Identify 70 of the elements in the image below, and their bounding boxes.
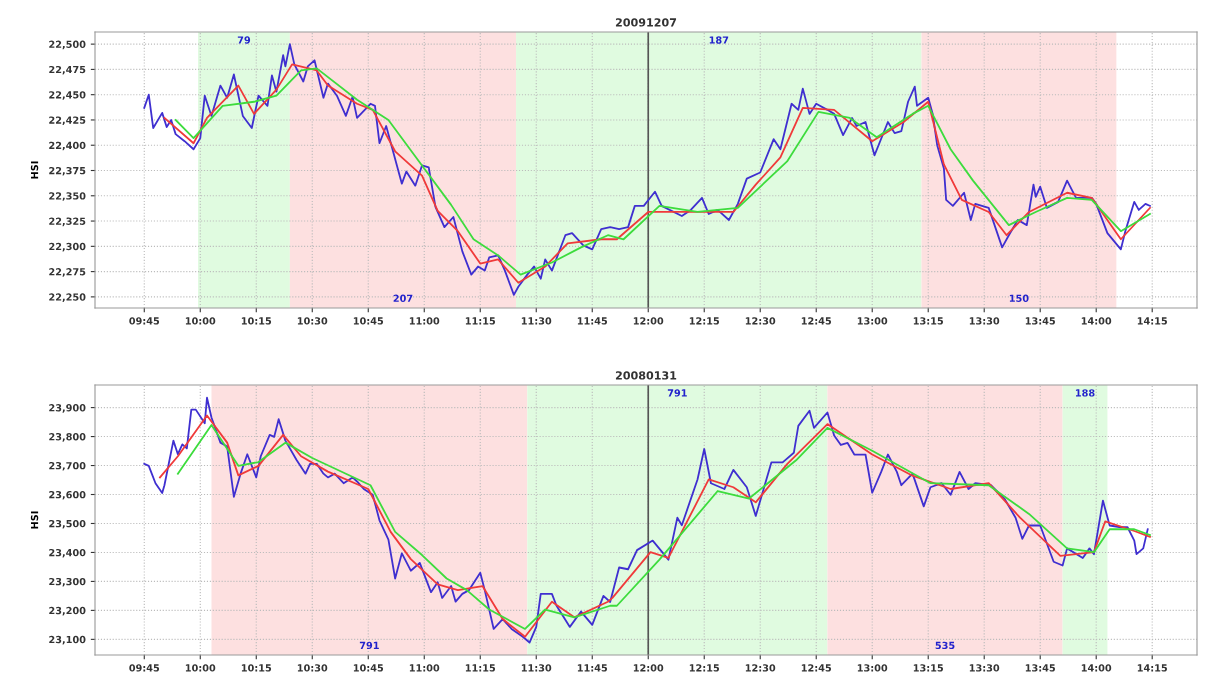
x-tick-label: 13:30 [969, 664, 1000, 672]
x-tick-label: 09:45 [129, 317, 160, 325]
x-tick-label: 12:45 [801, 317, 832, 325]
x-tick-label: 13:30 [969, 317, 1000, 325]
x-tick-label: 13:00 [857, 664, 888, 672]
y-tick-label: 22,325 [49, 217, 86, 227]
chart-title: 20091207 [615, 18, 677, 27]
band-label: 187 [709, 36, 729, 44]
x-tick-label: 10:30 [297, 664, 328, 672]
x-tick-label: 13:00 [857, 317, 888, 325]
y-axis-title: HSI [30, 511, 39, 529]
x-tick-label: 11:00 [409, 317, 440, 325]
x-tick-label: 13:15 [913, 317, 944, 325]
x-tick-label: 12:45 [801, 664, 832, 672]
x-tick-label: 10:15 [241, 317, 272, 325]
x-tick-label: 10:00 [185, 664, 216, 672]
y-tick-label: 23,700 [49, 462, 86, 471]
x-tick-label: 11:30 [521, 664, 552, 672]
x-tick-label: 13:45 [1025, 317, 1056, 325]
x-tick-label: 11:30 [521, 317, 552, 325]
band-label: 188 [1075, 389, 1095, 397]
band-label: 535 [935, 641, 955, 650]
y-tick-label: 22,400 [49, 141, 86, 151]
x-tick-label: 12:00 [633, 664, 664, 672]
x-tick-label: 11:45 [577, 664, 608, 672]
y-tick-label: 23,200 [49, 606, 86, 616]
y-tick-label: 22,500 [49, 40, 86, 50]
x-tick-label: 10:15 [241, 664, 272, 672]
y-tick-label: 22,275 [49, 268, 86, 277]
y-tick-label: 23,500 [49, 519, 86, 529]
x-tick-label: 11:15 [465, 317, 496, 325]
x-tick-label: 14:15 [1137, 317, 1167, 325]
x-tick-label: 10:00 [185, 317, 216, 325]
x-tick-label: 12:00 [633, 317, 664, 325]
y-tick-label: 23,100 [49, 635, 86, 645]
y-tick-label: 22,375 [49, 166, 86, 176]
x-tick-label: 14:00 [1081, 317, 1112, 325]
x-tick-label: 14:00 [1081, 664, 1112, 672]
band-label: 207 [393, 294, 413, 302]
x-tick-label: 12:30 [745, 664, 776, 672]
y-tick-label: 22,475 [49, 65, 86, 75]
x-tick-label: 10:30 [297, 317, 328, 325]
x-tick-label: 11:15 [465, 664, 496, 672]
x-tick-label: 09:45 [129, 664, 160, 672]
band-label: 791 [667, 389, 687, 397]
x-tick-label: 12:30 [745, 317, 776, 325]
y-tick-label: 23,400 [49, 548, 86, 558]
x-tick-label: 10:45 [353, 664, 384, 672]
y-tick-label: 22,300 [49, 242, 86, 252]
band-label: 79 [237, 36, 251, 44]
x-tick-label: 10:45 [353, 317, 384, 325]
x-tick-label: 11:00 [409, 664, 440, 672]
y-tick-label: 23,800 [49, 433, 86, 442]
y-tick-label: 22,250 [49, 293, 86, 302]
y-axis-title: HSI [30, 161, 39, 179]
chart-title: 20080131 [615, 371, 677, 380]
x-tick-label: 12:15 [689, 317, 720, 325]
x-tick-label: 11:45 [577, 317, 608, 325]
x-tick-label: 14:15 [1137, 664, 1167, 672]
y-tick-label: 23,300 [49, 577, 86, 587]
x-tick-label: 13:15 [913, 664, 944, 672]
y-tick-label: 23,900 [49, 404, 86, 413]
x-tick-label: 13:45 [1025, 664, 1056, 672]
x-tick-label: 12:15 [689, 664, 720, 672]
y-tick-label: 22,450 [49, 91, 86, 100]
y-tick-label: 23,600 [49, 490, 86, 500]
y-tick-label: 22,350 [49, 192, 86, 201]
y-tick-label: 22,425 [49, 116, 86, 126]
band-label: 150 [1009, 294, 1029, 302]
band-label: 791 [359, 641, 379, 650]
